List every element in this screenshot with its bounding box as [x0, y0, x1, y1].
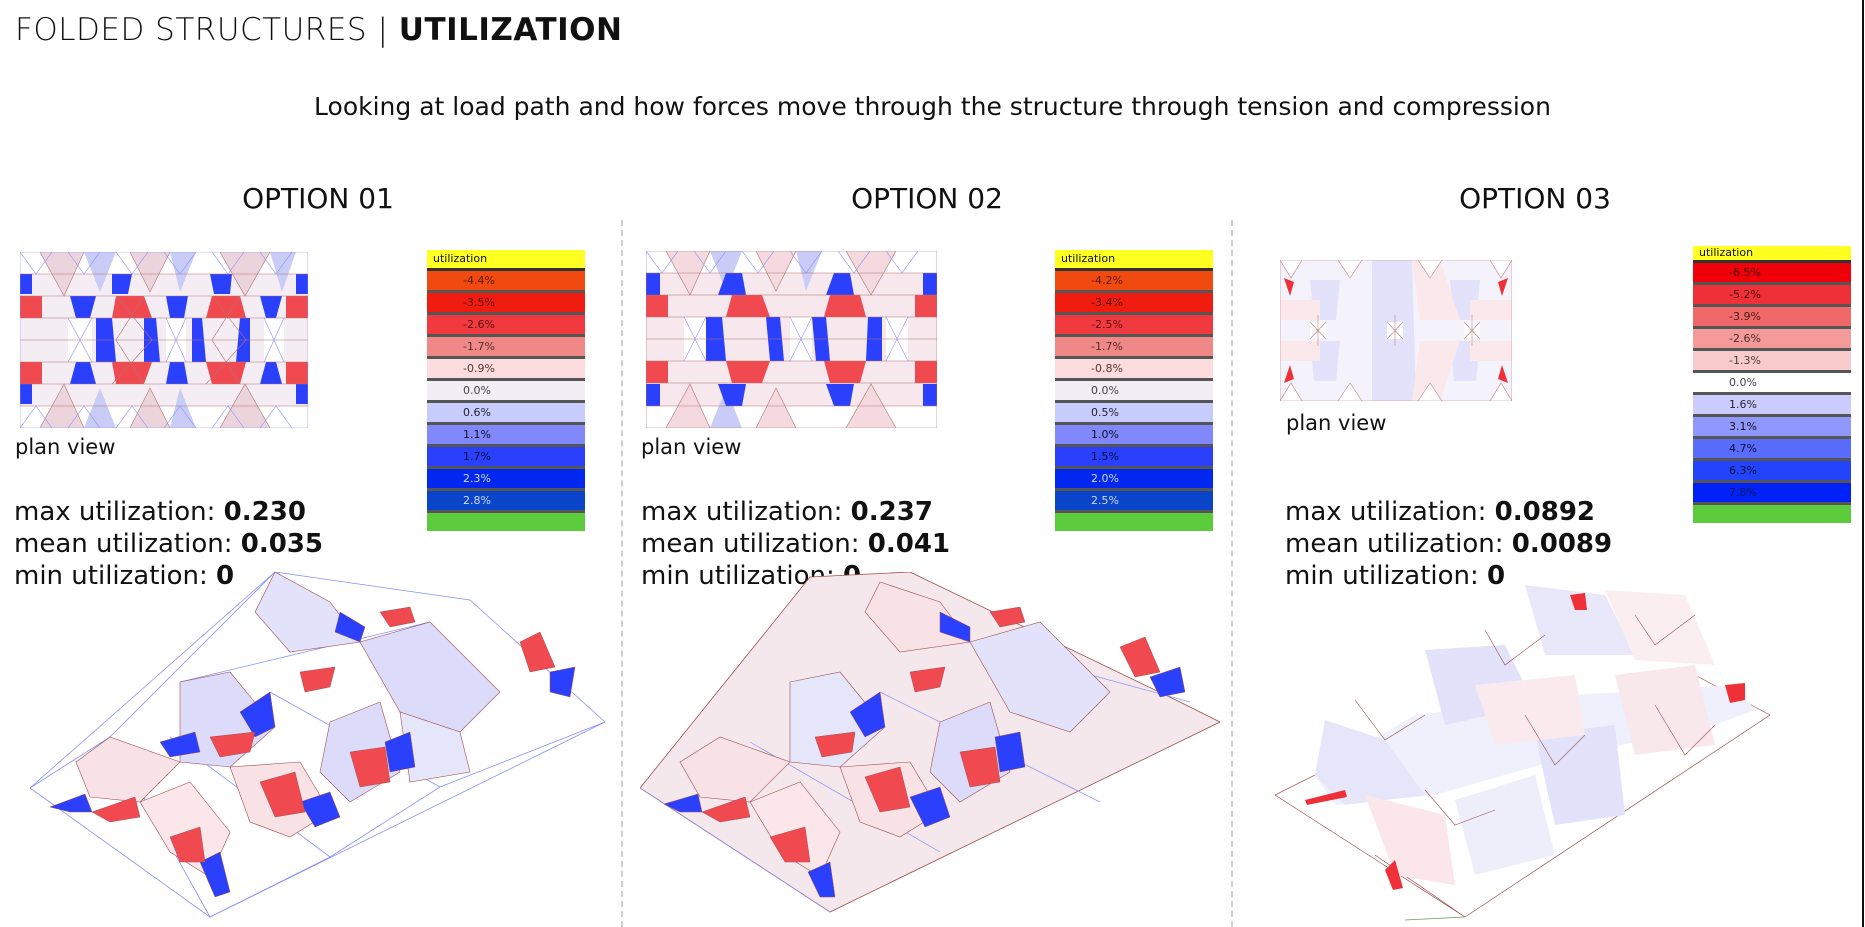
legend-row: -1.3%: [1693, 351, 1851, 373]
legend-row: -1.7%: [427, 337, 585, 359]
legend-row: 1.5%: [1055, 447, 1213, 469]
option-01-legend: utilization -4.4% -3.5% -2.6% -1.7% -0.9% 0.0…: [427, 250, 585, 531]
legend-row: -2.5%: [1055, 315, 1213, 337]
legend-row: 0.0%: [1055, 381, 1213, 403]
legend-row: 0.5%: [1055, 403, 1213, 425]
option-02-title: OPTION 02: [851, 182, 1003, 215]
legend-row: -0.9%: [427, 359, 585, 381]
option-03-legend: utilization -6.5% -5.2% -3.9% -2.6% -1.3% 0.0…: [1693, 246, 1851, 523]
mean-utilization: mean utilization: 0.035: [14, 529, 324, 559]
legend-footer-swatch: [1693, 505, 1851, 523]
option-02-legend: utilization -4.2% -3.4% -2.5% -1.7% -0.8% 0.0…: [1055, 250, 1213, 531]
legend-row: 0.6%: [427, 403, 585, 425]
title-light: FOLDED STRUCTURES |: [15, 12, 399, 48]
legend-row: 1.6%: [1693, 395, 1851, 417]
legend-row: 2.5%: [1055, 491, 1213, 513]
max-utilization: max utilization: 0.230: [14, 497, 306, 527]
column-divider-2: [1231, 220, 1233, 927]
legend-row: -1.7%: [1055, 337, 1213, 359]
legend-header: utilization: [427, 250, 585, 271]
option-03-plan-view: [1280, 260, 1512, 401]
legend-row: 2.0%: [1055, 469, 1213, 491]
legend-row: 0.0%: [427, 381, 585, 403]
legend-header: utilization: [1693, 246, 1851, 263]
legend-row: -4.2%: [1055, 271, 1213, 293]
page-title: FOLDED STRUCTURES | UTILIZATION: [15, 12, 622, 48]
legend-row: 1.1%: [427, 425, 585, 447]
option-01-title: OPTION 01: [242, 182, 394, 215]
legend-row: -6.5%: [1693, 263, 1851, 285]
option-03-axonometric-view: [1275, 585, 1771, 921]
legend-row: 0.0%: [1693, 373, 1851, 395]
legend-row: -0.8%: [1055, 359, 1213, 381]
legend-row: -4.4%: [427, 271, 585, 293]
legend-row: -2.6%: [1693, 329, 1851, 351]
legend-row: 1.0%: [1055, 425, 1213, 447]
legend-row: -3.9%: [1693, 307, 1851, 329]
legend-row: 3.1%: [1693, 417, 1851, 439]
legend-row: 2.8%: [427, 491, 585, 513]
legend-footer-swatch: [1055, 513, 1213, 531]
legend-row: -2.6%: [427, 315, 585, 337]
option-01-plan-view: [20, 252, 308, 428]
legend-row: -3.4%: [1055, 293, 1213, 315]
option-03-stats: max utilization: 0.0892 mean utilization…: [1285, 496, 1612, 592]
option-02-plan-view: [646, 251, 937, 428]
legend-row: -3.5%: [427, 293, 585, 315]
right-edge-line: [1862, 0, 1864, 927]
option-01-stats: max utilization: 0.230 mean utilization:…: [14, 496, 323, 592]
max-utilization: max utilization: 0.0892: [1285, 497, 1596, 527]
legend-row: 6.3%: [1693, 461, 1851, 483]
column-divider-1: [621, 220, 623, 927]
subtitle: Looking at load path and how forces move…: [314, 92, 1551, 121]
mean-utilization: mean utilization: 0.041: [641, 529, 951, 559]
option-02-stats: max utilization: 0.237 mean utilization:…: [641, 496, 950, 592]
min-utilization: min utilization: 0: [14, 561, 235, 591]
option-01-plan-label: plan view: [15, 435, 116, 459]
option-03-title: OPTION 03: [1459, 182, 1611, 215]
legend-row: 2.3%: [427, 469, 585, 491]
option-03-plan-label: plan view: [1286, 411, 1387, 435]
option-01-axonometric-view: [30, 572, 606, 918]
min-utilization: min utilization: 0: [1285, 561, 1506, 591]
legend-row: -5.2%: [1693, 285, 1851, 307]
legend-header: utilization: [1055, 250, 1213, 271]
legend-row: 7.8%: [1693, 483, 1851, 505]
mean-utilization: mean utilization: 0.0089: [1285, 529, 1613, 559]
option-02-plan-label: plan view: [641, 435, 742, 459]
legend-row: 4.7%: [1693, 439, 1851, 461]
option-02-axonometric-view: [640, 572, 1220, 913]
legend-row: 1.7%: [427, 447, 585, 469]
max-utilization: max utilization: 0.237: [641, 497, 933, 527]
legend-footer-swatch: [427, 513, 585, 531]
title-bold: UTILIZATION: [398, 12, 623, 48]
